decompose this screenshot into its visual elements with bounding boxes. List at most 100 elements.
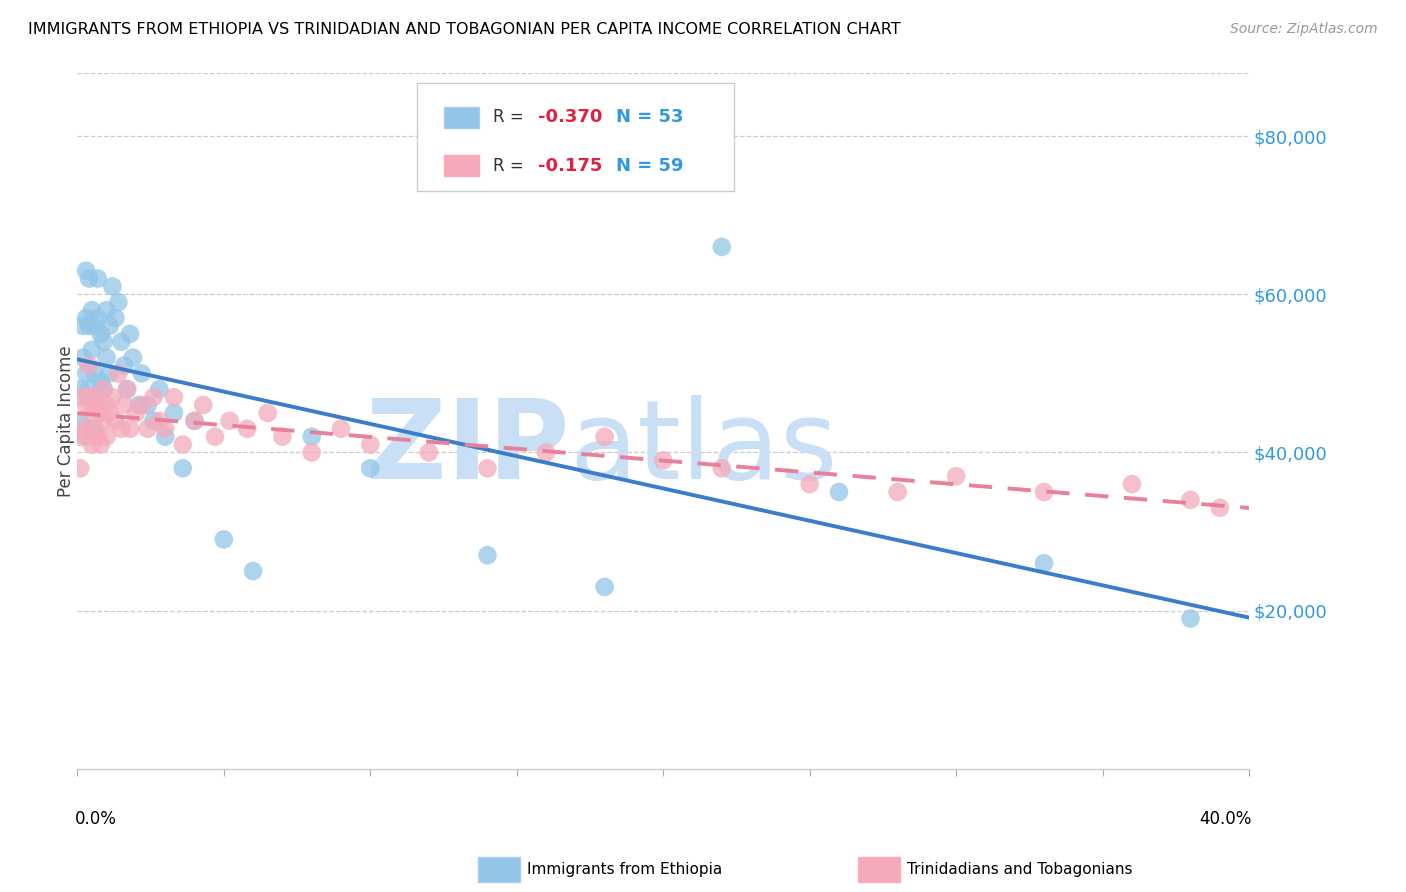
Point [593, 430, 616, 444]
Point [83, 390, 105, 404]
Point [652, 453, 675, 467]
Point [90, 326, 112, 341]
Text: 40.0%: 40.0% [1199, 811, 1251, 829]
Point [101, 390, 124, 404]
Point [98, 367, 121, 381]
Point [1033, 485, 1056, 500]
FancyBboxPatch shape [444, 155, 479, 176]
Point [1121, 477, 1143, 491]
Point [256, 406, 278, 420]
Point [93, 334, 115, 349]
Point [183, 414, 205, 428]
Point [148, 382, 170, 396]
Point [153, 430, 176, 444]
Point [104, 414, 127, 428]
Point [1209, 500, 1232, 515]
Point [90, 406, 112, 420]
Point [75, 263, 97, 277]
Point [799, 477, 821, 491]
Point [80, 406, 103, 420]
Point [80, 343, 103, 357]
Point [183, 414, 205, 428]
Text: Immigrants from Ethiopia: Immigrants from Ethiopia [527, 863, 723, 877]
Point [710, 461, 733, 475]
Point [98, 406, 121, 420]
Point [142, 414, 165, 428]
Point [98, 318, 121, 333]
Point [69, 461, 91, 475]
Point [477, 548, 499, 562]
Point [163, 390, 186, 404]
Point [75, 311, 97, 326]
Point [69, 382, 91, 396]
Point [125, 406, 148, 420]
Point [75, 398, 97, 412]
Point [1180, 492, 1202, 507]
Point [163, 406, 186, 420]
Point [153, 422, 176, 436]
Point [77, 359, 100, 373]
Point [96, 398, 118, 412]
Point [93, 382, 115, 396]
Point [110, 334, 132, 349]
Point [75, 430, 97, 444]
Point [131, 398, 153, 412]
Point [477, 461, 499, 475]
Point [148, 414, 170, 428]
Point [131, 367, 153, 381]
Point [72, 422, 94, 436]
Point [218, 414, 240, 428]
Point [359, 461, 381, 475]
Point [128, 398, 150, 412]
Point [90, 374, 112, 388]
Point [710, 240, 733, 254]
Point [945, 469, 967, 483]
Point [80, 422, 103, 436]
Point [118, 422, 141, 436]
Point [72, 351, 94, 365]
Point [77, 271, 100, 285]
Point [110, 422, 132, 436]
Point [87, 430, 110, 444]
Point [122, 351, 145, 365]
Point [828, 485, 851, 500]
Point [87, 311, 110, 326]
Text: -0.175: -0.175 [538, 157, 602, 175]
Point [204, 430, 226, 444]
Point [136, 422, 159, 436]
Point [96, 430, 118, 444]
Point [112, 359, 135, 373]
Point [886, 485, 908, 500]
Point [69, 430, 91, 444]
Point [75, 367, 97, 381]
Point [77, 382, 100, 396]
Text: N = 53: N = 53 [616, 108, 683, 126]
Point [72, 318, 94, 333]
Text: Source: ZipAtlas.com: Source: ZipAtlas.com [1230, 22, 1378, 37]
Point [104, 311, 127, 326]
Point [90, 437, 112, 451]
Text: N = 59: N = 59 [616, 157, 683, 175]
Point [301, 445, 323, 459]
Point [77, 318, 100, 333]
Text: IMMIGRANTS FROM ETHIOPIA VS TRINIDADIAN AND TOBAGONIAN PER CAPITA INCOME CORRELA: IMMIGRANTS FROM ETHIOPIA VS TRINIDADIAN … [28, 22, 901, 37]
Point [83, 422, 105, 436]
Text: atlas: atlas [569, 395, 838, 502]
Point [242, 564, 264, 578]
Point [593, 580, 616, 594]
Point [301, 430, 323, 444]
Point [329, 422, 352, 436]
Point [1033, 556, 1056, 570]
Point [101, 279, 124, 293]
Point [107, 367, 129, 381]
Point [271, 430, 294, 444]
Point [80, 390, 103, 404]
Point [142, 390, 165, 404]
Point [115, 382, 138, 396]
Point [93, 414, 115, 428]
FancyBboxPatch shape [444, 107, 479, 128]
Point [236, 422, 259, 436]
Point [359, 437, 381, 451]
Point [96, 351, 118, 365]
Point [1180, 611, 1202, 625]
